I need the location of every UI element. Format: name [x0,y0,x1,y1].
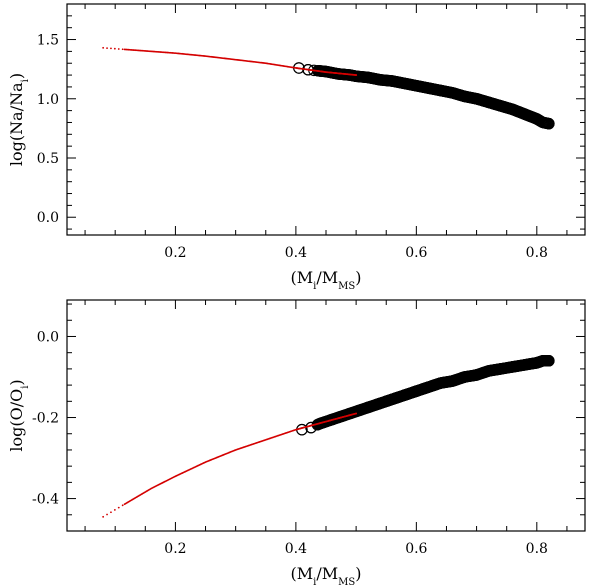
open-circle-marker [326,413,338,426]
x-tick-label: 0.6 [405,541,427,557]
y-tick-label: 1.5 [37,33,59,49]
model-curve [102,46,358,76]
x-tick-label: 0.2 [164,245,186,261]
curve-point [121,48,124,51]
y-tick-label: 0.5 [37,151,59,167]
open-circle-marker [374,397,386,410]
open-circle-marker [422,82,435,94]
open-circle-marker [350,70,362,83]
open-circle-marker [386,75,399,87]
open-circle-marker [410,385,423,397]
curve-point [113,47,116,50]
x-tick-label: 0.6 [405,245,427,261]
open-circle-marker [470,369,483,381]
open-circle-marker [350,405,362,418]
curve-point [121,504,124,507]
marker-series [296,355,555,436]
open-circle-marker [362,71,374,84]
open-circle-marker [482,365,495,377]
curve-point [355,74,358,76]
open-circle-marker [320,415,332,428]
x-tick-label: 0.4 [285,541,307,557]
open-circle-marker [446,375,459,387]
open-circle-marker [434,84,447,97]
curve-point [106,47,108,50]
plot-frame [66,3,586,236]
open-circle-marker [434,377,447,389]
curve-point [106,513,108,516]
x-tick-label: 0.8 [526,541,548,557]
open-circle-marker [506,103,519,116]
open-circle-marker [543,117,555,130]
model-curve [102,412,358,518]
open-circle-marker [422,381,435,393]
y-tick-label: 0.0 [37,210,59,226]
y-axis-title: log(O/Oi) [7,379,31,451]
open-circle-marker [482,96,495,109]
plot-frame [66,299,586,532]
open-circle-marker [531,113,543,125]
curve-point [117,48,120,50]
open-circle-marker [458,90,471,103]
open-circle-marker [494,363,507,375]
curve-point [102,515,105,518]
open-circle-marker [494,100,507,112]
y-tick-label: 0.0 [37,329,59,345]
open-circle-marker [398,77,411,90]
open-circle-marker [537,116,549,129]
open-circle-marker [410,79,423,92]
open-circle-marker [386,393,399,406]
open-circle-marker [506,361,519,373]
curve-point [102,46,105,49]
curve-point [355,412,358,415]
open-circle-marker [362,401,374,414]
marker-series [293,62,555,130]
y-tick-label: 1.0 [37,92,59,108]
open-circle-marker [519,359,531,371]
open-circle-marker [543,355,555,367]
x-tick-label: 0.8 [526,245,548,261]
x-axis-title: (Mi/MMS) [291,268,362,292]
bottom-panel: 0.2 0.4 0.6 0.8 -0.4 -0.2 0.0 (Mi/MMS) log(O/Oi) [7,299,586,587]
open-circle-marker [398,389,411,401]
open-circle-marker [374,74,386,86]
open-circle-marker [446,87,459,99]
y-tick-label: -0.2 [32,411,59,427]
x-tick-label: 0.2 [164,541,186,557]
open-circle-marker [314,417,326,430]
y-tick-label: -0.4 [32,492,59,508]
curve-point [117,506,120,509]
open-circle-marker [537,355,549,367]
open-circle-marker [531,357,543,369]
open-circle-marker [470,93,483,105]
open-circle-marker [519,108,531,120]
y-axis-title: log(Na/Nai) [7,73,31,166]
x-tick-label: 0.4 [285,245,307,261]
curve-point [110,47,112,50]
x-axis-title: (Mi/MMS) [291,564,362,587]
top-panel: 0.2 0.4 0.6 0.8 0.0 0.5 1.0 1.5 (Mi/MMS) log(Na/N… [7,3,586,292]
open-circle-marker [458,371,471,383]
curve-point [113,509,116,511]
curve-point [110,511,112,514]
